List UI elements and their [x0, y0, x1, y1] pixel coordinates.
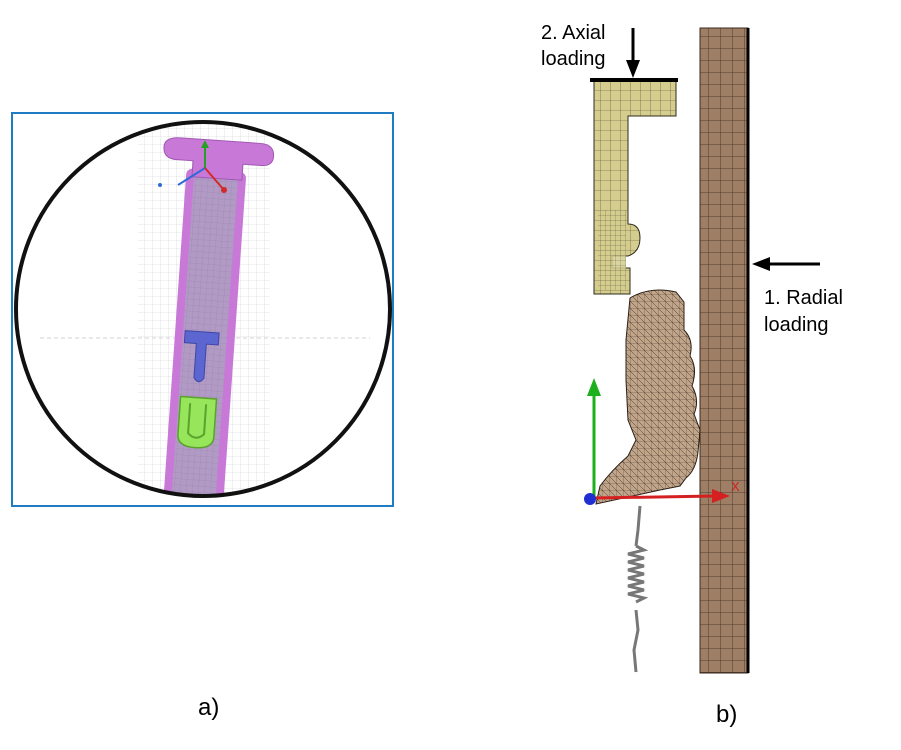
axial-loading-label-line2: loading — [541, 48, 606, 70]
rod-head — [163, 137, 275, 181]
caption-a: a) — [198, 694, 220, 721]
radial-loading-label-line1: 1. Radial — [764, 287, 843, 309]
radial-loading-label-line2: loading — [764, 314, 829, 336]
wall-mesh — [699, 27, 749, 674]
axial-loading-label-line1: 2. Axial — [541, 22, 606, 44]
axis-x-label: X — [731, 479, 740, 494]
clip-part — [183, 330, 220, 383]
caption-b: b) — [716, 701, 738, 728]
axis-origin — [584, 493, 596, 505]
triad-axis-icon — [158, 140, 227, 193]
spring-part — [177, 395, 218, 449]
radial-loading-arrow — [752, 257, 820, 271]
axial-loading-arrow — [626, 28, 640, 78]
rod-assembly — [163, 137, 275, 495]
upper-part — [590, 78, 678, 295]
panel-b — [584, 27, 820, 674]
lower-part — [595, 289, 701, 505]
panel-a — [11, 112, 394, 507]
magnifier-circle — [14, 120, 392, 498]
coordinate-axes — [584, 378, 730, 505]
model-view — [17, 123, 389, 495]
spring-wire — [627, 505, 649, 673]
